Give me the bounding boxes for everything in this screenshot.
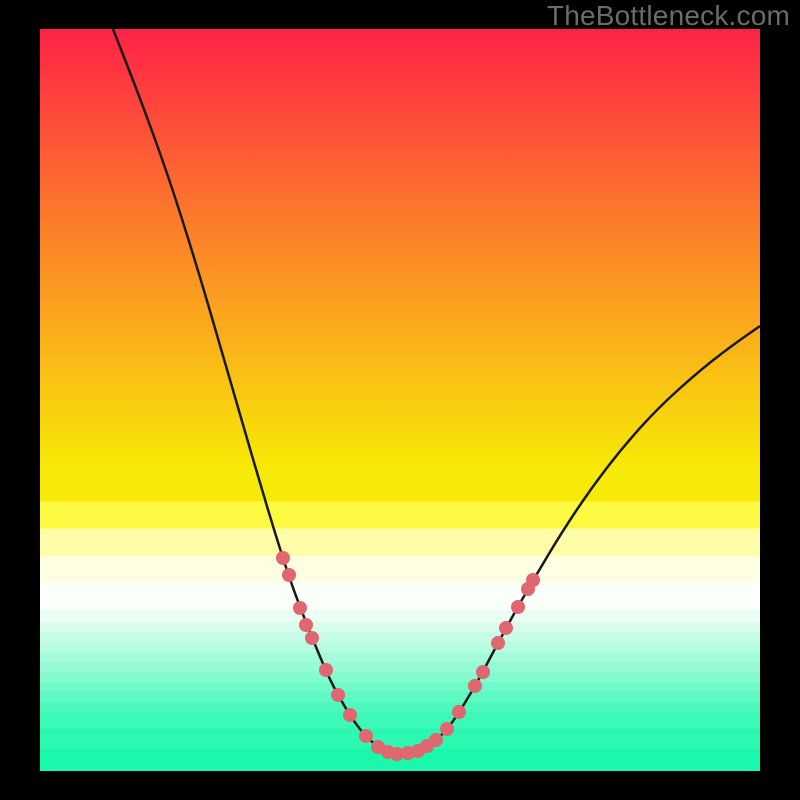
marker-left xyxy=(359,729,373,743)
marker-right xyxy=(476,665,490,679)
marker-left xyxy=(299,618,313,632)
chart-plot-bg xyxy=(40,29,760,771)
marker-left xyxy=(305,631,319,645)
marker-right xyxy=(440,722,454,736)
marker-left xyxy=(276,551,290,565)
marker-right xyxy=(468,679,482,693)
marker-right xyxy=(526,573,540,587)
marker-right xyxy=(511,600,525,614)
marker-left xyxy=(282,568,296,582)
marker-right xyxy=(499,621,513,635)
watermark-text: TheBottleneck.com xyxy=(547,0,790,32)
marker-left xyxy=(319,663,333,677)
marker-right xyxy=(491,636,505,650)
marker-right xyxy=(452,705,466,719)
marker-left xyxy=(293,601,307,615)
marker-left xyxy=(331,688,345,702)
marker-right xyxy=(429,733,443,747)
bottleneck-chart xyxy=(0,0,800,800)
marker-left xyxy=(343,708,357,722)
